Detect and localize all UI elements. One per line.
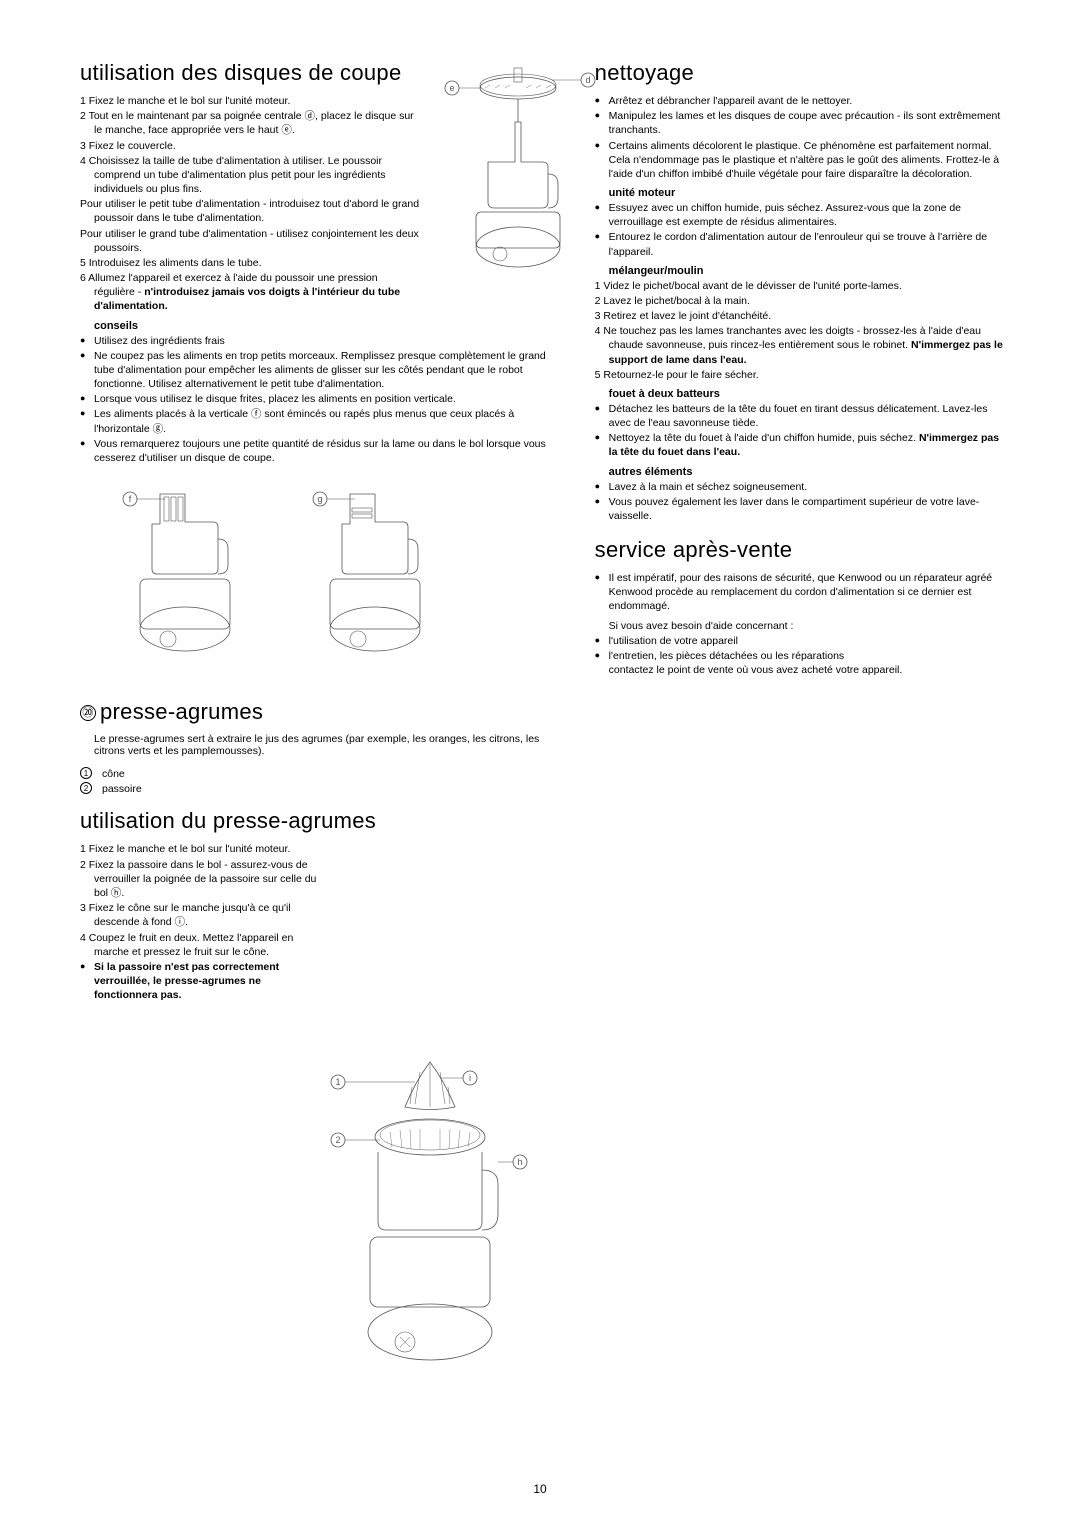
nettoyage-list: Arrêtez et débrancher l'appareil avant d… <box>595 94 1010 181</box>
svg-text:f: f <box>129 494 132 504</box>
service-list: Il est impératif, pour des raisons de sé… <box>595 571 1010 614</box>
figure-presse-agrumes: 1 2 i h <box>320 1052 550 1372</box>
heading-nettoyage: nettoyage <box>595 60 1010 86</box>
svg-text:i: i <box>469 1073 471 1083</box>
attachment-number-icon: ⑳ <box>80 705 96 721</box>
service-contact: contactez le point de vente où vous avez… <box>609 664 1010 676</box>
svg-text:g: g <box>317 494 322 504</box>
figure-vertical-horizontal: f g <box>110 479 555 679</box>
discs-steps: 1 Fixez le manche et le bol sur l'unité … <box>80 94 420 314</box>
heading-service: service après-vente <box>595 537 1010 563</box>
figure-disc-top: e d <box>440 62 590 262</box>
page-number: 10 <box>533 1482 546 1496</box>
unite-list: Essuyez avec un chiffon humide, puis séc… <box>595 201 1010 259</box>
autres-list: Lavez à la main et séchez soigneusement.… <box>595 480 1010 524</box>
svg-text:2: 2 <box>335 1135 340 1145</box>
fouet-list: Détachez les batteurs de la tête du foue… <box>595 402 1010 460</box>
right-column: nettoyage Arrêtez et débrancher l'appare… <box>595 60 1010 1003</box>
svg-text:e: e <box>449 83 454 93</box>
parts-list: 1cône 2passoire <box>80 767 555 796</box>
heading-presse: ⑳presse-agrumes <box>80 699 555 725</box>
conseils-list: Utilisez des ingrédients frais Ne coupez… <box>80 334 555 466</box>
svg-text:1: 1 <box>335 1077 340 1087</box>
presse-intro: Le presse-agrumes sert à extraire le jus… <box>94 733 555 757</box>
svg-text:d: d <box>585 75 590 85</box>
heading-unite: unité moteur <box>609 187 1010 199</box>
melangeur-steps: 1 Videz le pichet/bocal avant de le dévi… <box>595 279 1010 382</box>
heading-autres: autres éléments <box>609 466 1010 478</box>
svg-text:h: h <box>517 1157 522 1167</box>
heading-fouet: fouet à deux batteurs <box>609 388 1010 400</box>
heading-presse-use: utilisation du presse-agrumes <box>80 808 555 834</box>
presse-steps: 1 Fixez le manche et le bol sur l'unité … <box>80 842 320 958</box>
heading-melangeur: mélangeur/moulin <box>609 265 1010 277</box>
service-intro: Si vous avez besoin d'aide concernant : <box>609 620 1010 632</box>
heading-conseils: conseils <box>94 320 555 332</box>
presse-warning: Si la passoire n'est pas correctement ve… <box>80 960 320 1003</box>
service-sublist: l'utilisation de votre appareil l'entret… <box>595 634 1010 663</box>
